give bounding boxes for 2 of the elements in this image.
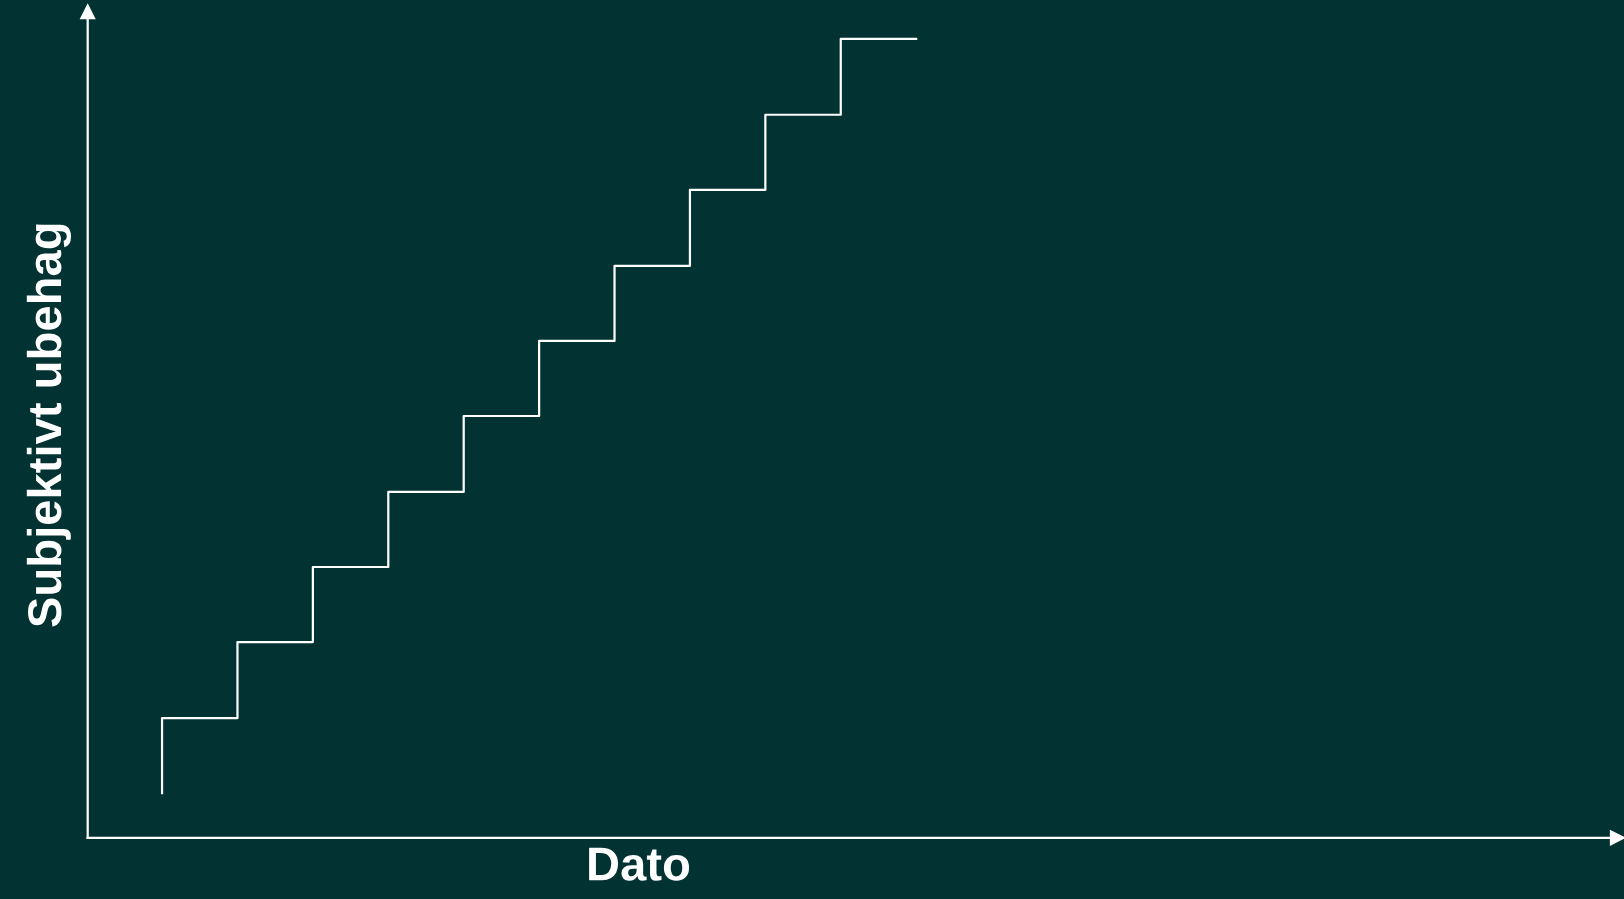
y-axis-title: Subjektivt ubehag [26,224,72,627]
x-axis-title: Dato [589,847,690,881]
